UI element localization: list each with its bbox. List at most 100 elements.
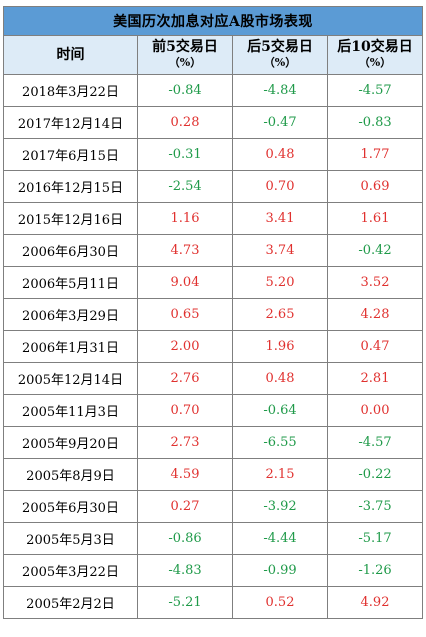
cell-post10: 0.47 — [327, 330, 423, 363]
cell-pre5: -0.84 — [137, 74, 233, 107]
cell-pre5: 0.70 — [137, 394, 233, 427]
cell-post5: -0.47 — [232, 106, 328, 139]
header-post5-unit: （%） — [263, 56, 297, 69]
cell-post10: -4.57 — [327, 426, 423, 459]
cell-pre5: 0.28 — [137, 106, 233, 139]
cell-post10: -5.17 — [327, 522, 423, 555]
header-post5-label: 后5交易日 — [247, 39, 313, 55]
table-row: 2005年12月14日 2.76 0.48 2.81 — [3, 362, 423, 395]
cell-date: 2005年8月9日 — [3, 458, 138, 491]
cell-post5: 0.48 — [232, 362, 328, 395]
cell-post5: 0.70 — [232, 170, 328, 203]
cell-date: 2006年5月11日 — [3, 266, 138, 299]
table-row: 2017年12月14日 0.28 -0.47 -0.83 — [3, 106, 423, 139]
table-row: 2005年2月2日 -5.21 0.52 4.92 — [3, 586, 423, 619]
cell-post10: -0.22 — [327, 458, 423, 491]
cell-pre5: -2.54 — [137, 170, 233, 203]
table-row: 2006年3月29日 0.65 2.65 4.28 — [3, 298, 423, 331]
table-row: 2005年9月20日 2.73 -6.55 -4.57 — [3, 426, 423, 459]
cell-date: 2005年12月14日 — [3, 362, 138, 395]
cell-post5: -0.64 — [232, 394, 328, 427]
cell-pre5: 1.16 — [137, 202, 233, 235]
header-pre5-label: 前5交易日 — [152, 39, 218, 55]
header-post10-unit: （%） — [358, 56, 392, 69]
cell-post5: 2.15 — [232, 458, 328, 491]
cell-post5: 3.74 — [232, 234, 328, 267]
table-title-row: 美国历次加息对应A股市场表现 — [3, 6, 423, 36]
cell-date: 2005年6月30日 — [3, 490, 138, 523]
cell-pre5: 2.00 — [137, 330, 233, 363]
cell-post5: 0.52 — [232, 586, 328, 619]
table-header-row: 时间 前5交易日 （%） 后5交易日 （%） 后10交易日 （%） — [3, 35, 423, 75]
cell-post5: 5.20 — [232, 266, 328, 299]
cell-pre5: -5.21 — [137, 586, 233, 619]
table-row: 2017年6月15日 -0.31 0.48 1.77 — [3, 138, 423, 171]
cell-post10: 3.52 — [327, 266, 423, 299]
cell-date: 2005年2月2日 — [3, 586, 138, 619]
cell-date: 2017年6月15日 — [3, 138, 138, 171]
rate-hike-a-share-table: 美国历次加息对应A股市场表现 时间 前5交易日 （%） 后5交易日 （%） 后1… — [3, 6, 423, 619]
table-row: 2005年5月3日 -0.86 -4.44 -5.17 — [3, 522, 423, 555]
header-post5: 后5交易日 （%） — [232, 35, 328, 75]
cell-post5: 0.48 — [232, 138, 328, 171]
cell-date: 2005年5月3日 — [3, 522, 138, 555]
cell-pre5: 9.04 — [137, 266, 233, 299]
header-post10: 后10交易日 （%） — [327, 35, 423, 75]
cell-post5: 3.41 — [232, 202, 328, 235]
table-row: 2005年6月30日 0.27 -3.92 -3.75 — [3, 490, 423, 523]
cell-post5: -6.55 — [232, 426, 328, 459]
cell-post10: 2.81 — [327, 362, 423, 395]
cell-post5: -0.99 — [232, 554, 328, 587]
cell-post10: -4.57 — [327, 74, 423, 107]
cell-date: 2018年3月22日 — [3, 74, 138, 107]
table-row: 2006年5月11日 9.04 5.20 3.52 — [3, 266, 423, 299]
cell-date: 2005年3月22日 — [3, 554, 138, 587]
cell-post5: 1.96 — [232, 330, 328, 363]
cell-post10: 0.69 — [327, 170, 423, 203]
cell-pre5: -0.86 — [137, 522, 233, 555]
cell-pre5: 0.27 — [137, 490, 233, 523]
cell-post10: 1.77 — [327, 138, 423, 171]
table-row: 2006年1月31日 2.00 1.96 0.47 — [3, 330, 423, 363]
cell-post5: -4.44 — [232, 522, 328, 555]
cell-date: 2017年12月14日 — [3, 106, 138, 139]
table-row: 2018年3月22日 -0.84 -4.84 -4.57 — [3, 74, 423, 107]
cell-date: 2006年6月30日 — [3, 234, 138, 267]
header-pre5-unit: （%） — [168, 56, 202, 69]
cell-post10: -1.26 — [327, 554, 423, 587]
cell-pre5: 4.59 — [137, 458, 233, 491]
table-row: 2016年12月15日 -2.54 0.70 0.69 — [3, 170, 423, 203]
table-title: 美国历次加息对应A股市场表现 — [3, 6, 423, 36]
table-row: 2005年3月22日 -4.83 -0.99 -1.26 — [3, 554, 423, 587]
cell-pre5: 2.76 — [137, 362, 233, 395]
cell-pre5: 0.65 — [137, 298, 233, 331]
cell-pre5: -4.83 — [137, 554, 233, 587]
table-body: 2018年3月22日 -0.84 -4.84 -4.57 2017年12月14日 0.28… — [3, 74, 423, 619]
cell-date: 2005年11月3日 — [3, 394, 138, 427]
cell-post10: -0.42 — [327, 234, 423, 267]
header-pre5: 前5交易日 （%） — [137, 35, 233, 75]
table-row: 2005年11月3日 0.70 -0.64 0.00 — [3, 394, 423, 427]
cell-date: 2006年1月31日 — [3, 330, 138, 363]
table-row: 2005年8月9日 4.59 2.15 -0.22 — [3, 458, 423, 491]
cell-post10: 0.00 — [327, 394, 423, 427]
cell-pre5: 4.73 — [137, 234, 233, 267]
cell-post10: -3.75 — [327, 490, 423, 523]
cell-post5: 2.65 — [232, 298, 328, 331]
cell-post5: -4.84 — [232, 74, 328, 107]
cell-pre5: 2.73 — [137, 426, 233, 459]
header-post10-label: 后10交易日 — [337, 39, 413, 55]
cell-post10: 1.61 — [327, 202, 423, 235]
cell-pre5: -0.31 — [137, 138, 233, 171]
cell-date: 2005年9月20日 — [3, 426, 138, 459]
cell-post10: 4.28 — [327, 298, 423, 331]
header-date: 时间 — [3, 35, 138, 75]
cell-date: 2006年3月29日 — [3, 298, 138, 331]
cell-post5: -3.92 — [232, 490, 328, 523]
cell-date: 2016年12月15日 — [3, 170, 138, 203]
cell-date: 2015年12月16日 — [3, 202, 138, 235]
cell-post10: -0.83 — [327, 106, 423, 139]
table-row: 2006年6月30日 4.73 3.74 -0.42 — [3, 234, 423, 267]
cell-post10: 4.92 — [327, 586, 423, 619]
table-row: 2015年12月16日 1.16 3.41 1.61 — [3, 202, 423, 235]
